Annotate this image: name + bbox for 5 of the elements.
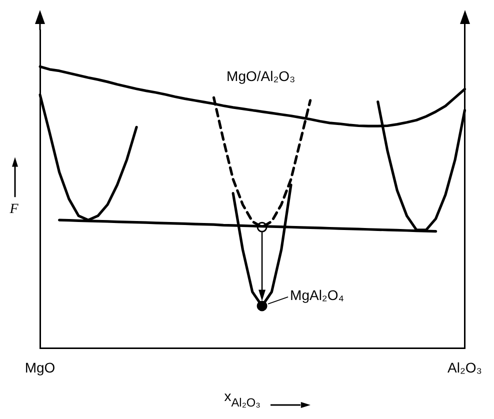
x-tick-label: MgO	[24, 359, 56, 376]
annotation: MgO/Al₂O₃	[226, 68, 296, 84]
y-axis-title: F	[8, 202, 19, 217]
x-tick-label: Al₂O₃	[448, 359, 482, 376]
annotation: MgAl₂O₄	[290, 286, 344, 303]
